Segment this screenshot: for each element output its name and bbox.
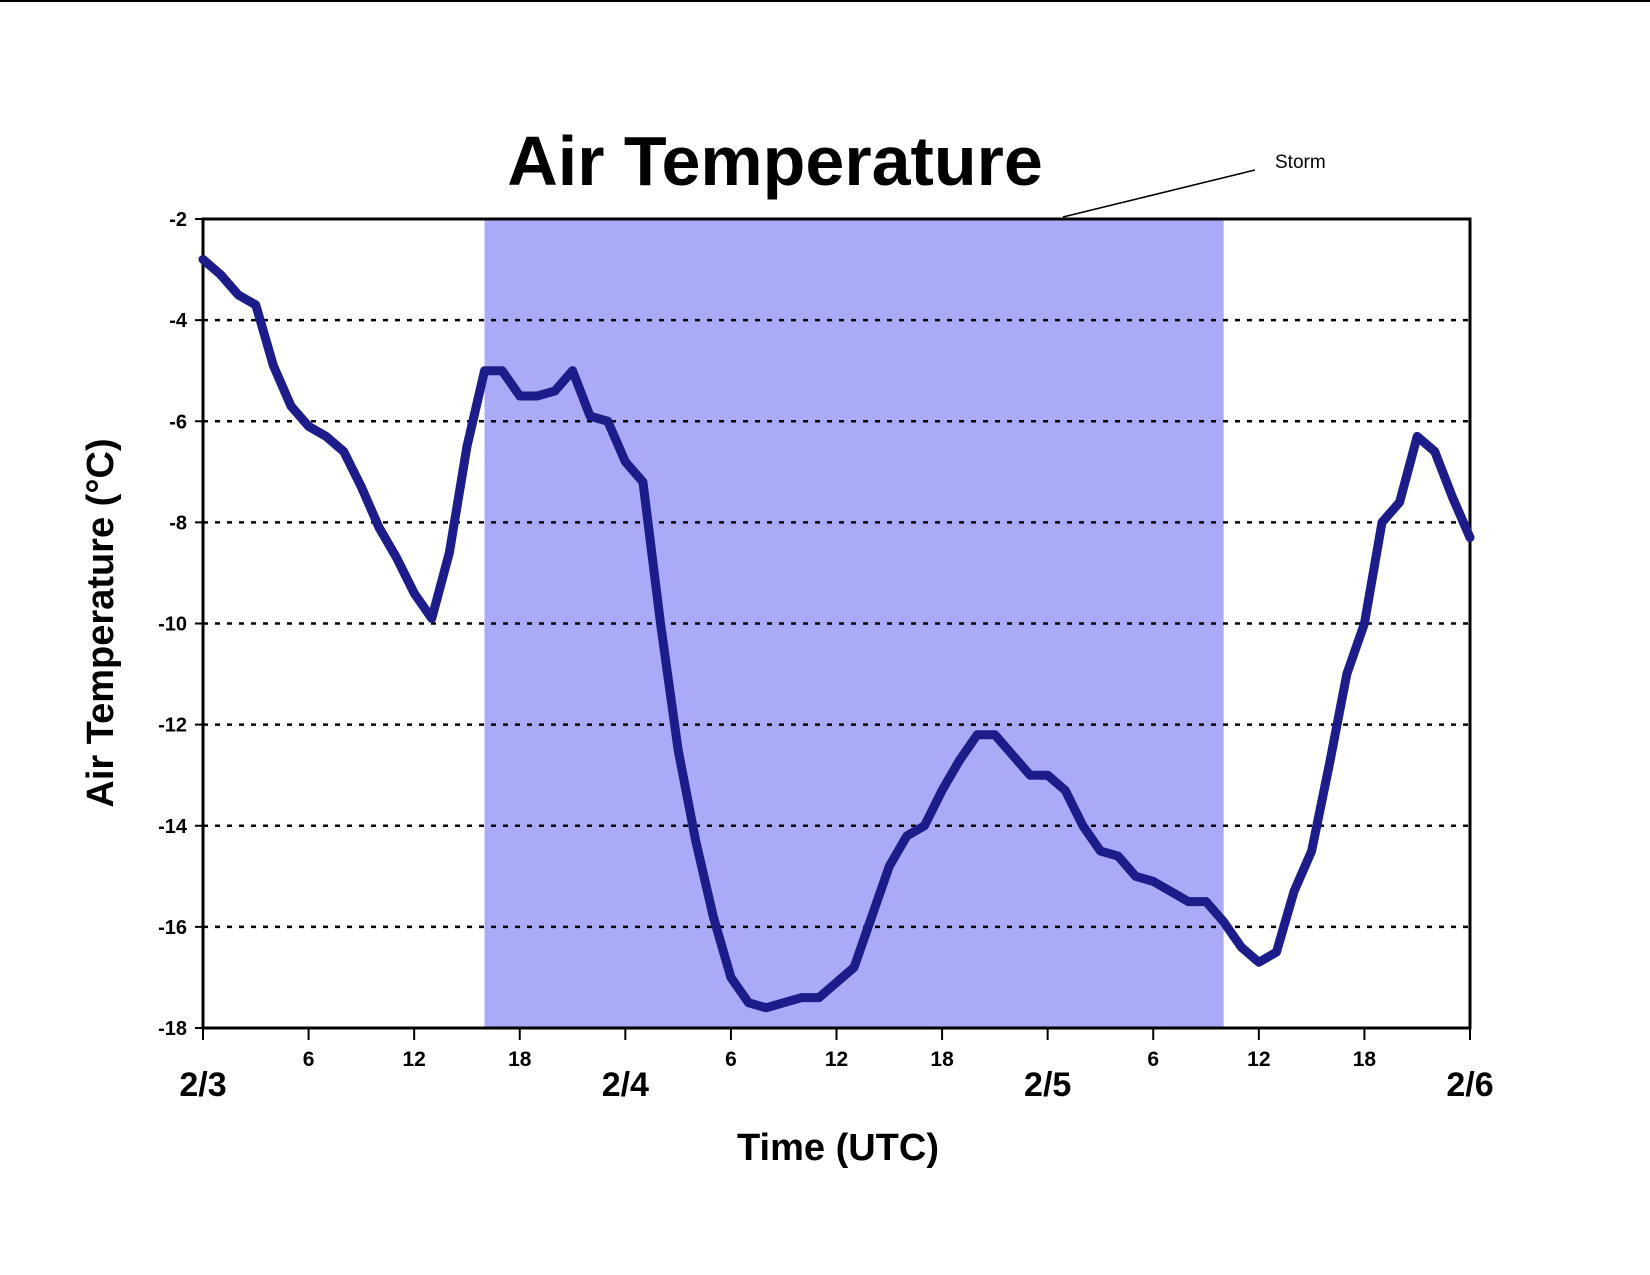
plot-frame bbox=[201, 217, 1472, 1030]
x-tick-label: 6 bbox=[303, 1048, 315, 1071]
x-tick-label: 6 bbox=[1147, 1048, 1159, 1071]
y-tick-label: -14 bbox=[158, 816, 188, 838]
x-tick-label: 12 bbox=[1247, 1048, 1270, 1071]
x-tick-label: 12 bbox=[825, 1048, 848, 1071]
x-date-label: 2/6 bbox=[1446, 1066, 1493, 1104]
y-tick-label: -4 bbox=[169, 310, 188, 332]
data-line bbox=[198, 254, 1475, 1013]
under-layer bbox=[203, 219, 1470, 1028]
y-tick-label: -18 bbox=[158, 1018, 187, 1040]
x-tick-label: 12 bbox=[402, 1048, 425, 1071]
annotation-line bbox=[1062, 169, 1256, 218]
y-tick-label: -12 bbox=[158, 715, 187, 737]
y-tick-label: -8 bbox=[169, 512, 187, 534]
x-tick-label: 6 bbox=[725, 1048, 737, 1071]
y-tick-label: -16 bbox=[158, 917, 187, 939]
annotation: Storm bbox=[1275, 152, 1326, 173]
y-tick-label: -2 bbox=[169, 209, 187, 231]
y-axis-label: Air Temperature (°C) bbox=[80, 438, 122, 807]
y-tick-label: -6 bbox=[169, 411, 187, 433]
chart-title: Air Temperature bbox=[507, 122, 1043, 200]
x-tick-label: 18 bbox=[930, 1048, 954, 1071]
x-tick-label: 18 bbox=[508, 1048, 532, 1071]
x-date-label: 2/4 bbox=[602, 1066, 649, 1104]
y-tick-label: -10 bbox=[158, 614, 187, 636]
x-date-label: 2/3 bbox=[179, 1066, 226, 1104]
x-tick-label: 18 bbox=[1353, 1048, 1377, 1071]
x-date-label: 2/5 bbox=[1024, 1066, 1071, 1104]
x-axis-label: Time (UTC) bbox=[737, 1127, 939, 1169]
